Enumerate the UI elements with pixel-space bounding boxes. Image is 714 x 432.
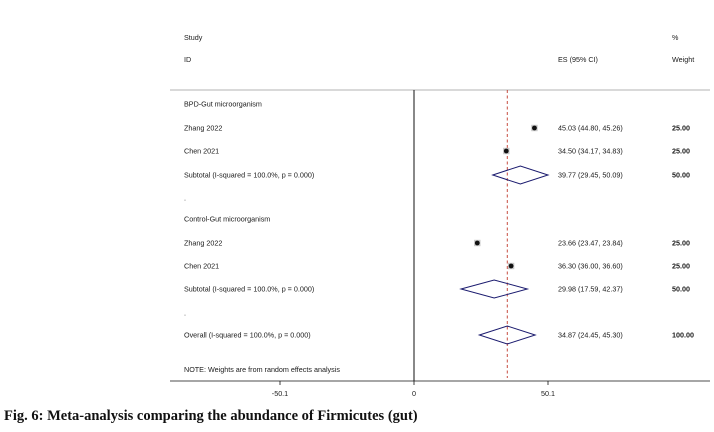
es-value: 23.66 (23.47, 23.84) [558, 239, 623, 248]
header-pct: % [672, 33, 679, 42]
point-estimate [503, 148, 509, 154]
point-estimate [532, 125, 537, 131]
x-tick-label: 50.1 [541, 389, 555, 398]
x-tick-label: 0 [412, 389, 416, 398]
figure-caption: Fig. 6: Meta-analysis comparing the abun… [4, 408, 418, 424]
pooled-diamond [477, 325, 537, 345]
row-label: Overall (I-squared = 100.0%, p = 0.000) [184, 331, 311, 340]
weight-value: 25.00 [672, 147, 690, 156]
es-value: 39.77 (29.45, 50.09) [558, 171, 623, 180]
footnote: NOTE: Weights are from random effects an… [184, 365, 340, 374]
weight-value: 25.00 [672, 262, 690, 271]
row-label: Subtotal (I-squared = 100.0%, p = 0.000) [184, 285, 314, 294]
plot-area [170, 22, 710, 382]
row-label: BPD-Gut microorganism [184, 100, 262, 109]
row-label: Zhang 2022 [184, 239, 222, 248]
point-estimate [474, 240, 480, 246]
header-id: ID [184, 55, 191, 64]
row-label: . [184, 194, 186, 203]
weight-value: 50.00 [672, 285, 690, 294]
row-label: Chen 2021 [184, 262, 219, 271]
row-label: . [184, 309, 186, 318]
header-es: ES (95% CI) [558, 55, 598, 64]
forest-plot: Study ID ES (95% CI)% Weight BPD-Gut microor… [170, 33, 710, 398]
point-estimate [508, 263, 514, 269]
header-study: Study [184, 33, 203, 42]
weight-value: 50.00 [672, 171, 690, 180]
pooled-diamond [459, 279, 530, 299]
es-value: 34.50 (34.17, 34.83) [558, 147, 623, 156]
header-weight: Weight [672, 55, 694, 64]
weight-value: 100.00 [672, 331, 694, 340]
es-value: 29.98 (17.59, 42.37) [558, 285, 623, 294]
row-label: Zhang 2022 [184, 124, 222, 133]
row-label: Control-Gut microorganism [184, 215, 270, 224]
x-tick-label: -50.1 [272, 389, 288, 398]
es-value: 36.30 (36.00, 36.60) [558, 262, 623, 271]
weight-value: 25.00 [672, 239, 690, 248]
es-value: 34.87 (24.45, 45.30) [558, 331, 623, 340]
es-value: 45.03 (44.80, 45.26) [558, 124, 623, 133]
pooled-diamond [491, 165, 550, 185]
weight-value: 25.00 [672, 124, 690, 133]
row-label: Chen 2021 [184, 147, 219, 156]
row-label: Subtotal (I-squared = 100.0%, p = 0.000) [184, 171, 314, 180]
